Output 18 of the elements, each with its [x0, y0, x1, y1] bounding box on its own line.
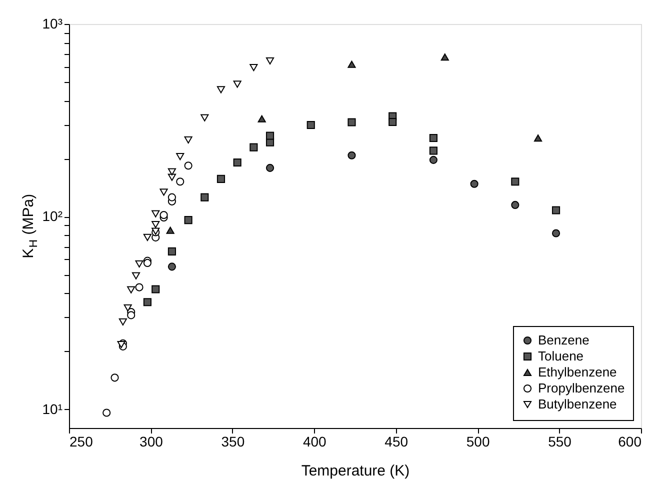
- x-tick-label: 300: [140, 434, 164, 450]
- legend-label: Butylbenzene: [538, 396, 617, 412]
- y-tick-label: 10²: [42, 208, 63, 224]
- legend-label: Benzene: [538, 332, 590, 348]
- legend-label: Propylbenzene: [538, 380, 625, 396]
- x-tick-label: 500: [466, 434, 490, 450]
- x-axis-title: Temperature (K): [301, 462, 410, 480]
- legend-label: Ethylbenzene: [538, 364, 617, 380]
- x-tick-label: 550: [548, 434, 572, 450]
- x-tick-label: 350: [221, 434, 245, 450]
- legend-label: Toluene: [538, 348, 584, 364]
- x-tick-label: 600: [618, 434, 642, 450]
- y-tick-label: 10³: [42, 16, 63, 32]
- y-tick-label: 10¹: [42, 400, 63, 417]
- x-tick-label: 450: [384, 434, 408, 450]
- x-tick-label: 400: [302, 434, 327, 450]
- y-axis-title: KH (MPa): [20, 194, 40, 258]
- x-tick-label: 250: [70, 434, 94, 450]
